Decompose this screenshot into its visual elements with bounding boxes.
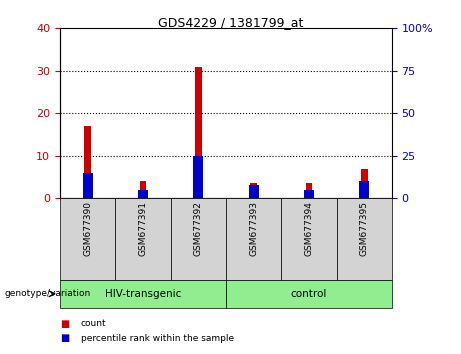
Bar (195, 67, 201, 198)
Text: GSM677391: GSM677391 (138, 201, 148, 256)
Bar (337, 198, 392, 280)
Bar (171, 198, 226, 280)
Bar (60, 198, 115, 280)
Text: count: count (81, 319, 106, 329)
Text: percentile rank within the sample: percentile rank within the sample (81, 333, 234, 343)
Text: control: control (291, 289, 327, 299)
Bar (140, 181, 146, 198)
Text: GSM677392: GSM677392 (194, 201, 203, 256)
Text: HIV-transgenic: HIV-transgenic (105, 289, 181, 299)
Bar (115, 198, 171, 280)
Bar (304, 190, 314, 198)
Text: GSM677393: GSM677393 (249, 201, 258, 256)
Bar (83, 173, 93, 198)
Text: ■: ■ (60, 319, 69, 329)
Bar (138, 190, 148, 198)
Text: genotype/variation: genotype/variation (5, 289, 91, 298)
Text: GSM677395: GSM677395 (360, 201, 369, 256)
Bar (359, 181, 369, 198)
Text: ■: ■ (60, 333, 69, 343)
Bar (84, 126, 91, 198)
Bar (226, 280, 392, 308)
Text: GSM677390: GSM677390 (83, 201, 92, 256)
Text: GDS4229 / 1381799_at: GDS4229 / 1381799_at (158, 16, 303, 29)
Bar (60, 280, 226, 308)
Bar (361, 169, 367, 198)
Bar (250, 183, 257, 198)
Bar (226, 198, 281, 280)
Bar (281, 198, 337, 280)
Bar (248, 185, 259, 198)
Text: GSM677394: GSM677394 (304, 201, 313, 256)
Bar (306, 183, 312, 198)
Bar (193, 156, 203, 198)
